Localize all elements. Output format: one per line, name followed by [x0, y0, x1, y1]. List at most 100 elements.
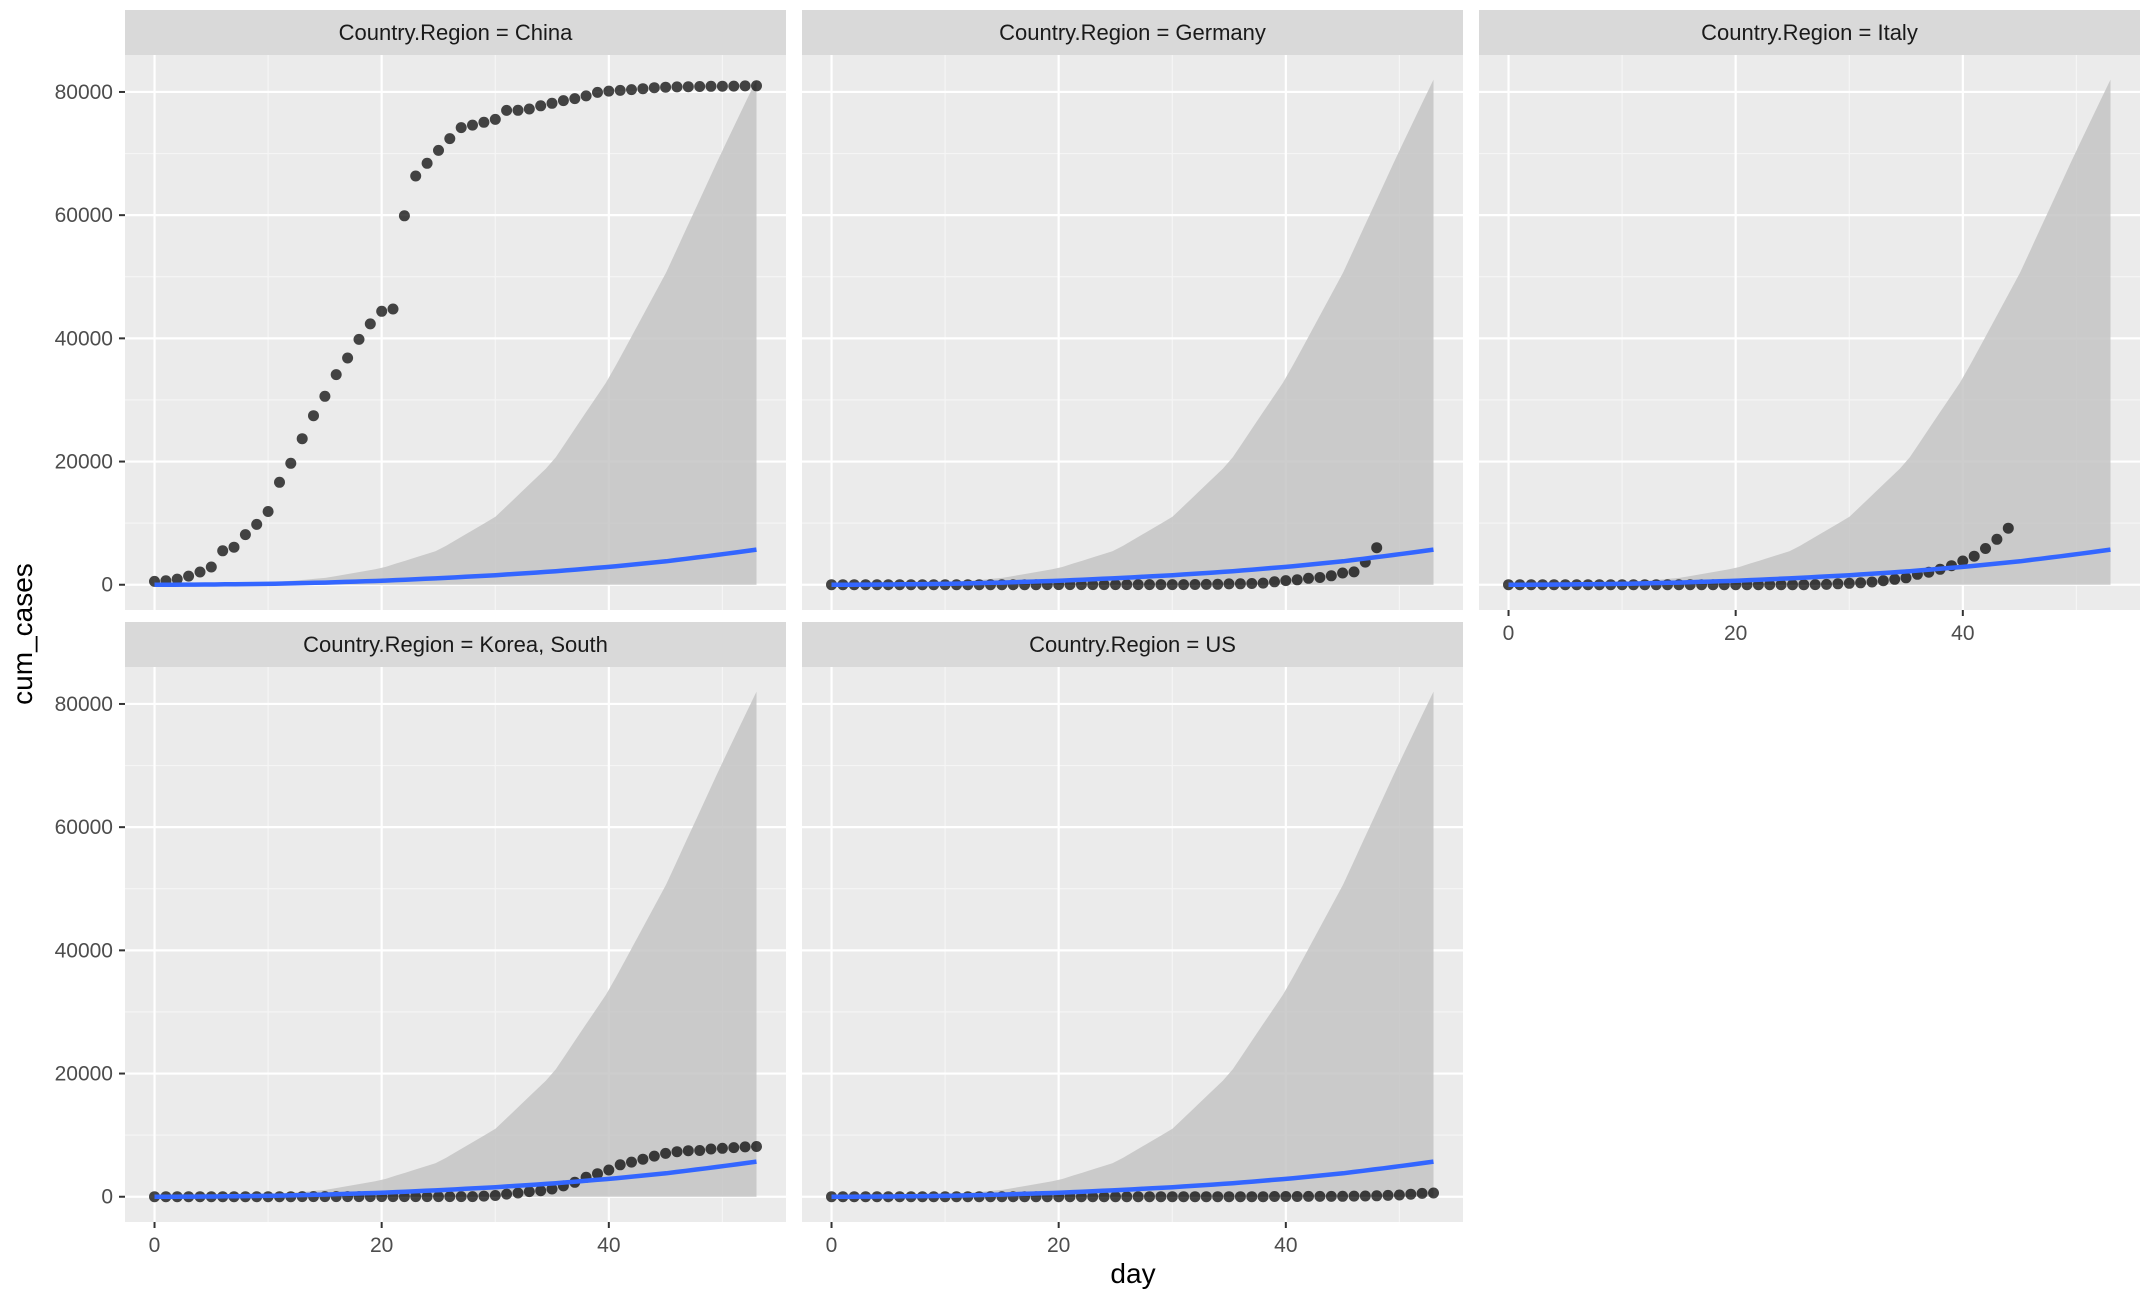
data-point	[342, 352, 354, 364]
facet-panel-china: Country.Region = China	[125, 10, 786, 610]
data-point	[364, 318, 376, 330]
data-point	[410, 170, 422, 182]
smooth-fit-line	[1508, 547, 2111, 587]
data-point	[1110, 579, 1121, 591]
x-tick-label: 20	[370, 1234, 393, 1257]
data-point	[353, 333, 365, 345]
data-point	[1280, 575, 1292, 587]
x-tick-label: 0	[826, 1234, 838, 1257]
data-point	[501, 1188, 513, 1200]
y-tick-label: 40000	[55, 939, 113, 962]
data-point	[1371, 1190, 1383, 1202]
data-point	[1246, 578, 1258, 589]
confidence-ribbon	[831, 79, 1434, 585]
data-point	[228, 541, 240, 553]
facet-strip	[802, 10, 1463, 55]
facet-strip-label: Country.Region = Korea, South	[303, 632, 608, 657]
data-point	[660, 81, 672, 93]
data-point	[239, 529, 251, 541]
data-point	[1144, 1191, 1155, 1203]
data-point	[376, 305, 388, 317]
confidence-ribbon	[154, 691, 757, 1197]
data-point	[637, 1153, 649, 1165]
facet-strip-label: Country.Region = China	[339, 20, 574, 45]
data-point	[751, 80, 762, 92]
data-point	[398, 210, 410, 222]
data-point	[1325, 1190, 1337, 1202]
data-point	[1132, 1191, 1144, 1203]
data-point	[728, 80, 740, 92]
data-point	[660, 1147, 672, 1159]
data-point	[1866, 576, 1878, 588]
data-point	[1200, 578, 1212, 590]
facet-strip	[125, 622, 786, 667]
data-point	[1900, 572, 1912, 584]
confidence-ribbon	[154, 79, 757, 585]
data-point	[1957, 555, 1969, 567]
data-point	[569, 93, 581, 105]
data-point	[1234, 1191, 1246, 1203]
data-point	[523, 103, 535, 115]
data-point	[694, 81, 706, 92]
data-point	[183, 570, 195, 582]
data-point	[421, 157, 433, 169]
data-point	[467, 119, 478, 131]
facet-panel-us: Country.Region = US	[802, 622, 1463, 1222]
data-point	[251, 518, 263, 530]
data-point	[444, 133, 456, 145]
data-point	[1110, 1191, 1121, 1203]
data-point	[637, 83, 649, 95]
data-point	[1809, 579, 1821, 591]
data-point	[1087, 1191, 1099, 1203]
data-point	[489, 113, 501, 125]
x-tick-label: 40	[1951, 622, 1974, 645]
y-tick-label: 20000	[55, 1063, 113, 1086]
data-point	[467, 1191, 478, 1203]
data-point	[535, 100, 547, 112]
data-point	[592, 1168, 603, 1180]
data-point	[1314, 1190, 1326, 1202]
x-tick-label: 40	[1274, 1234, 1297, 1257]
data-point	[501, 104, 513, 116]
data-point	[387, 303, 399, 315]
data-point	[296, 433, 308, 445]
data-point	[705, 1143, 717, 1155]
data-point	[648, 1150, 660, 1162]
data-point	[1257, 1191, 1269, 1203]
data-point	[1991, 533, 2003, 545]
data-point	[1280, 1191, 1292, 1202]
y-tick-label: 60000	[55, 816, 113, 839]
data-point	[1832, 578, 1844, 590]
facet-strip	[802, 622, 1463, 667]
facet-strip-label: Country.Region = Germany	[999, 20, 1266, 45]
data-point	[1234, 578, 1246, 590]
facet-strip	[125, 10, 786, 55]
data-point	[1798, 579, 1810, 591]
data-point	[1764, 579, 1776, 591]
data-point	[2002, 522, 2014, 534]
y-tick-label: 60000	[55, 204, 113, 227]
data-point	[1189, 579, 1201, 590]
data-point	[205, 561, 217, 573]
data-point	[478, 1190, 490, 1202]
data-point	[1212, 1191, 1224, 1203]
data-point	[1303, 572, 1314, 584]
confidence-ribbon	[831, 691, 1434, 1197]
data-point	[455, 122, 467, 134]
x-tick-label: 40	[597, 1234, 620, 1257]
data-point	[1212, 578, 1224, 590]
data-point	[1359, 1190, 1371, 1202]
data-point	[1200, 1191, 1212, 1203]
data-point	[1393, 1189, 1405, 1201]
data-point	[1968, 550, 1980, 562]
data-point	[705, 80, 717, 92]
data-point	[728, 1142, 740, 1154]
data-point	[1269, 1191, 1280, 1202]
data-point	[1416, 1187, 1428, 1199]
y-tick-label: 20000	[55, 451, 113, 474]
data-point	[603, 1164, 615, 1176]
data-point	[1257, 577, 1269, 589]
data-point	[626, 1156, 637, 1168]
facet-panel-italy: Country.Region = Italy	[1479, 10, 2140, 610]
